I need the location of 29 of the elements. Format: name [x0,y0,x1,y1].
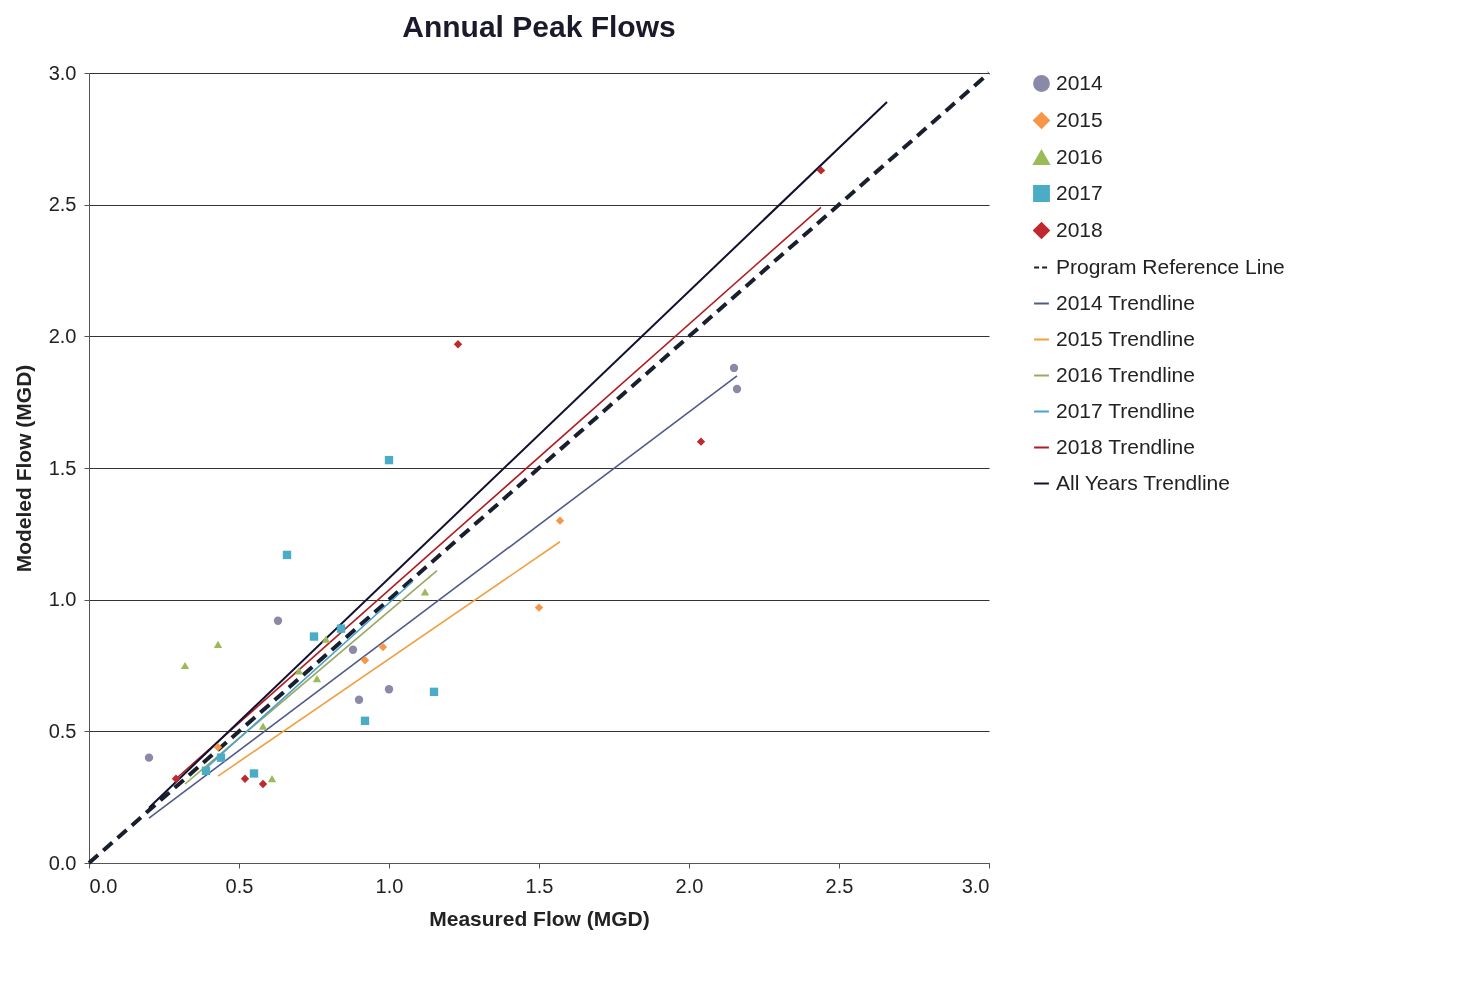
x-tick-label: 2.5 [825,874,854,897]
legend-label: 2017 Trendline [1056,398,1195,422]
y-axis-title: Modeled Flow (MGD) [11,364,35,573]
y-tick-label: 2.5 [48,193,77,216]
x-tick-label: 3.0 [961,874,990,897]
x-tick-label: 1.0 [375,874,404,897]
y-tick-label: 0.5 [48,719,77,742]
y-tick-label: 1.5 [48,456,77,479]
legend-label: 2016 Trendline [1056,362,1195,386]
x-tick-label: 2.0 [675,874,704,897]
legend-label: 2015 Trendline [1056,326,1195,350]
x-axis-title: Measured Flow (MGD) [429,906,650,930]
x-tick-label: 1.5 [525,874,554,897]
legend-label: All Years Trendline [1056,470,1230,494]
legend-label: 2018 [1056,217,1103,241]
legend-label: 2014 [1056,70,1104,94]
y-tick-label: 3.0 [48,61,77,84]
x-tick-label: 0.5 [225,874,254,897]
legend-label: 2017 [1056,180,1103,204]
y-tick-label: 2.0 [48,324,77,347]
chart-title: Annual Peak Flows [402,10,676,43]
x-tick-label: 0.0 [89,874,118,897]
legend-label: 2014 Trendline [1056,290,1195,314]
y-tick-label: 0.0 [48,851,77,874]
legend-label: Program Reference Line [1056,254,1285,278]
y-tick-label: 1.0 [48,588,77,611]
legend-label: 2015 [1056,107,1103,131]
legend-label: 2018 Trendline [1056,434,1195,458]
legend-label: 2016 [1056,144,1103,168]
